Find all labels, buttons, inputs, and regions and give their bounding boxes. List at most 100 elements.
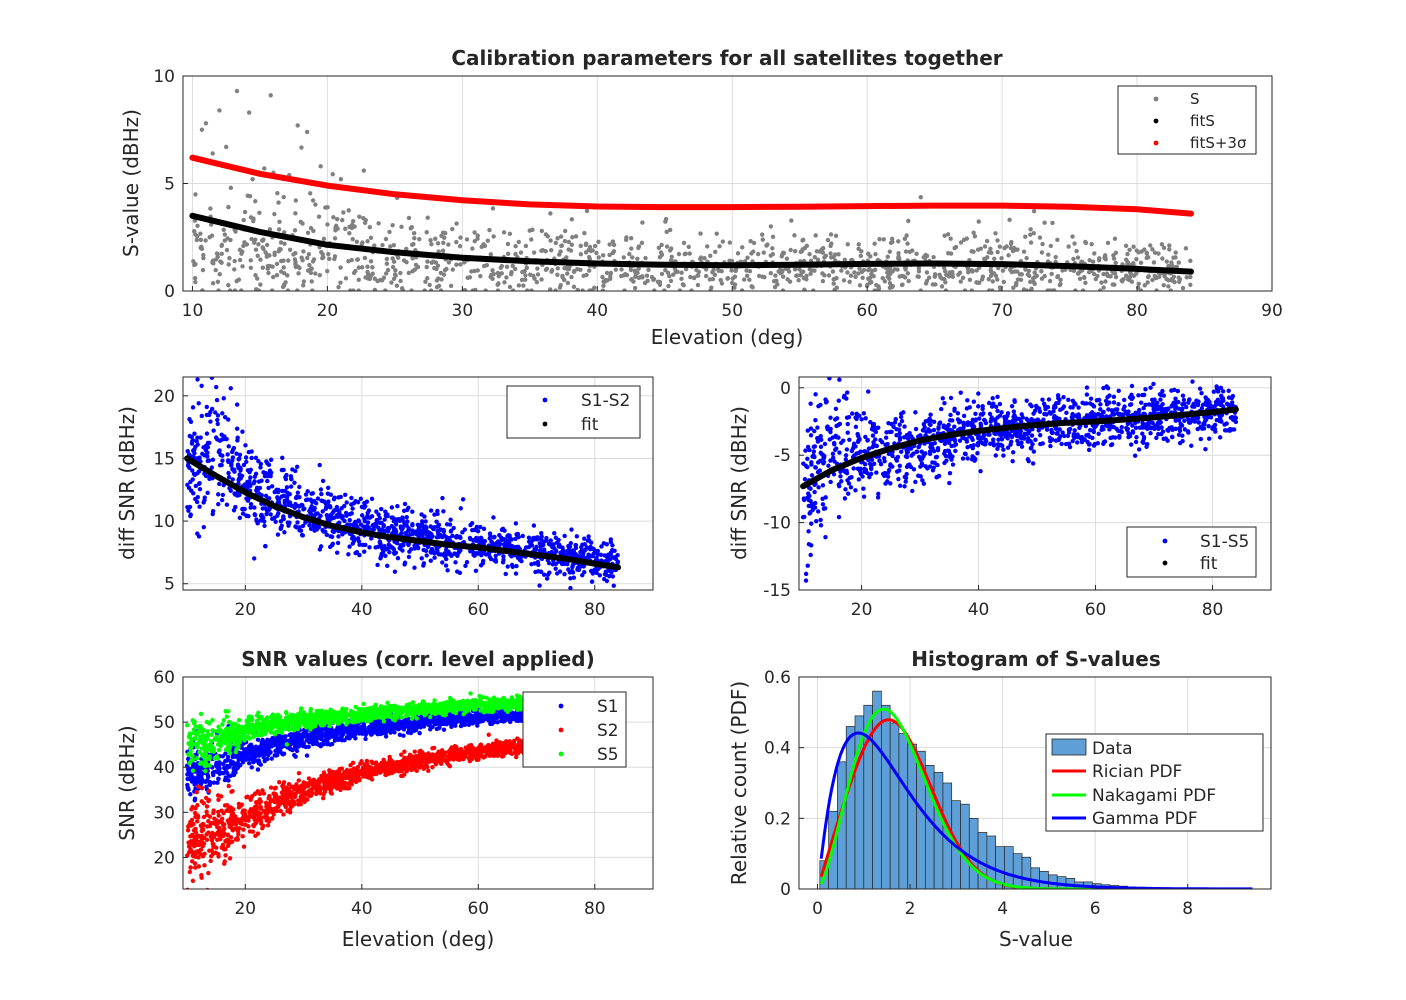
s-point: [589, 288, 595, 291]
s1-s5-point: [874, 470, 879, 475]
s1-s5-point: [1072, 428, 1077, 433]
s1-point: [397, 732, 403, 737]
s1-s5-point: [965, 398, 970, 403]
s-outlier-point: [304, 129, 310, 135]
s1-s2-point: [441, 533, 447, 538]
s1-s2-point: [327, 544, 333, 550]
s1-s5-point: [1133, 410, 1138, 416]
s-point: [569, 217, 575, 222]
s1-s5-point: [978, 468, 983, 474]
s-point: [1070, 234, 1075, 239]
s1-s2-point: [272, 489, 277, 495]
s1-s2-point: [189, 441, 195, 446]
s-point: [1164, 259, 1169, 264]
s1-s5-point: [808, 426, 814, 431]
s-point: [406, 215, 412, 221]
s-point: [952, 245, 957, 251]
s1-s5-point: [1050, 430, 1055, 435]
s1-s5-point: [1084, 433, 1089, 438]
s1-s2-point: [357, 542, 362, 547]
s1-s5-point: [1185, 429, 1191, 434]
s-point: [619, 273, 624, 279]
s-point: [1055, 237, 1060, 243]
s-point: [918, 288, 923, 291]
s-point: [729, 268, 734, 273]
s-point: [796, 277, 801, 283]
s1-s2-point: [428, 558, 433, 563]
s1-s5-point: [1173, 404, 1179, 409]
s-point: [808, 271, 813, 276]
s-point: [555, 266, 560, 271]
x-tick-label: 80: [584, 600, 606, 620]
s1-s5-point: [821, 459, 827, 465]
s-point: [985, 255, 990, 260]
s-point: [450, 267, 455, 272]
s1-s2-point: [272, 515, 277, 520]
s1-s2-point: [501, 537, 506, 542]
s-point: [762, 274, 767, 280]
s1-s2-point: [392, 569, 398, 574]
s1-s5-point: [1213, 429, 1218, 434]
s-point: [1031, 231, 1037, 236]
s-point: [906, 218, 911, 224]
s-point: [311, 228, 316, 234]
s1-s5-point: [910, 488, 915, 494]
s1-s5-point: [1105, 385, 1111, 391]
s-point: [559, 243, 565, 248]
s-point: [578, 252, 584, 257]
s1-s5-point: [831, 440, 837, 446]
s1-s5-point: [866, 389, 871, 394]
s-point: [1021, 249, 1027, 254]
s1-s2-point: [441, 529, 447, 534]
s-point: [237, 257, 243, 263]
s1-s5-point: [947, 471, 953, 476]
s-point: [362, 255, 368, 261]
s1-point: [392, 730, 397, 735]
s-point: [667, 274, 672, 279]
s1-s5-point: [812, 489, 817, 495]
s-point: [747, 269, 753, 274]
s1-s2-point: [205, 454, 210, 459]
s-point: [770, 251, 776, 257]
s1-s2-point: [215, 492, 221, 497]
s-point: [975, 247, 981, 252]
s-point: [956, 272, 961, 277]
s-point: [306, 252, 312, 257]
s1-s5-point: [909, 453, 914, 458]
s1-s2-point: [320, 509, 325, 514]
s-point: [669, 254, 674, 259]
s1-s2-point: [234, 426, 240, 431]
s-point: [1071, 268, 1077, 274]
s1-s2-point: [186, 508, 191, 513]
s-point: [475, 233, 480, 238]
s-point: [1032, 270, 1037, 275]
s-outlier-point: [318, 164, 323, 169]
s-point: [293, 198, 299, 203]
s1-s5-point: [812, 428, 817, 434]
s1-s5-point: [942, 441, 948, 447]
s-point: [792, 267, 798, 272]
s1-s5-point: [1001, 453, 1006, 458]
s1-s5-point: [1189, 443, 1194, 448]
s-point: [1055, 274, 1060, 280]
s1-s2-point: [215, 417, 220, 423]
s-point: [792, 249, 798, 254]
s-point: [860, 275, 865, 281]
s1-s2-point: [591, 551, 596, 557]
s1-s2-point: [191, 491, 196, 496]
s-point: [200, 288, 205, 291]
s-point: [887, 285, 893, 290]
s1-s2-point: [320, 527, 325, 533]
s1-s5-point: [1054, 426, 1059, 431]
s-point: [424, 264, 429, 270]
s1-s5-point: [1006, 420, 1012, 425]
s-point: [198, 237, 204, 243]
s1-s2-point: [548, 538, 553, 543]
s-point: [372, 243, 377, 248]
s-point: [565, 271, 570, 276]
s-point: [516, 239, 521, 245]
s-point: [804, 277, 809, 282]
s-point: [705, 244, 710, 249]
s1-s2-point: [237, 475, 243, 480]
s1-s5-point: [1116, 388, 1121, 394]
